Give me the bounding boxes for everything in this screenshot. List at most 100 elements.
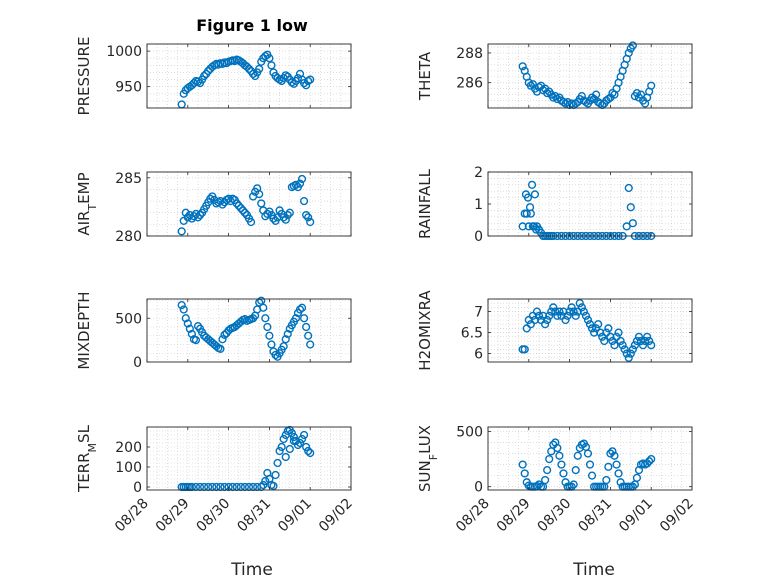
data-point (598, 332, 607, 341)
data-point (187, 81, 196, 90)
data-point (234, 201, 243, 210)
data-point (281, 335, 290, 344)
y-tick-label: 0 (133, 480, 142, 496)
plot-area (147, 44, 351, 108)
x-tick-label: 08/28 (112, 496, 152, 536)
data-point (557, 460, 566, 469)
data-point (261, 314, 270, 323)
data-point (257, 199, 266, 208)
y-tick-label: 1000 (106, 44, 142, 60)
data-point (628, 219, 637, 228)
data-point (543, 89, 552, 98)
data-point (185, 324, 194, 333)
data-point (261, 476, 270, 486)
x-axis-label-left: Time (230, 560, 273, 580)
data-point (616, 336, 625, 346)
panel-7: 0 100 200 08/28 08/29 08/30 08/31 09/01 09/02 TER… (75, 424, 356, 535)
data-point (602, 328, 611, 337)
data-point (614, 328, 623, 337)
panel-1: 950 1000 PRESSURE (75, 37, 352, 115)
data-point (547, 307, 556, 316)
data-point (306, 448, 315, 458)
y-tick-label: 286 (456, 76, 483, 92)
data-point (283, 210, 292, 220)
data-point (295, 305, 305, 314)
data-point (624, 183, 633, 193)
data-point (604, 94, 613, 104)
data-point (628, 345, 637, 354)
data-point (526, 320, 535, 329)
data-point (187, 329, 196, 339)
data-point (193, 77, 203, 86)
data-point (643, 459, 652, 468)
data-point (616, 478, 625, 487)
data-point (647, 454, 656, 464)
data-point (624, 48, 633, 58)
data-point (647, 341, 656, 350)
data-point (524, 222, 533, 231)
data-point (246, 217, 256, 227)
data-point (541, 475, 550, 485)
data-point (543, 315, 552, 325)
data-point (206, 194, 215, 203)
panel-3: 280 285 AIRTEMP (75, 171, 352, 245)
data-point (585, 460, 595, 469)
data-point (265, 54, 274, 63)
data-point (569, 480, 578, 489)
data-point (279, 213, 288, 222)
data-point (632, 473, 642, 482)
data-point (297, 174, 307, 184)
y-tick-label: 6.5 (461, 326, 483, 342)
data-point (281, 452, 290, 462)
data-point (585, 320, 595, 329)
y-tick-label: 950 (115, 80, 142, 96)
data-point (571, 466, 580, 475)
y-tick-label: 1 (474, 197, 483, 213)
data-point (541, 320, 550, 329)
data-point (592, 90, 601, 99)
y-axis-label: H2OMIXRA (416, 290, 434, 371)
data-point (177, 301, 186, 310)
panel-2: 286 288 THETA (416, 41, 693, 110)
x-tick-label: 08/31 (234, 496, 274, 536)
y-tick-label: 100 (115, 460, 142, 476)
data-point (587, 471, 597, 480)
data-point (224, 326, 233, 335)
data-point (269, 481, 278, 491)
x-tick-label: 08/29 (153, 496, 193, 536)
data-point (561, 478, 570, 487)
y-tick-label: 280 (115, 229, 142, 245)
x-tick-label: 08/30 (535, 496, 575, 536)
data-point (306, 340, 315, 349)
data-point (269, 214, 278, 223)
data-point (520, 469, 529, 478)
data-point (520, 345, 529, 354)
x-tick-label: 08/28 (453, 496, 493, 536)
data-point (630, 341, 639, 350)
data-point (608, 336, 617, 346)
data-point (236, 203, 245, 213)
y-tick-label: 0 (133, 355, 142, 371)
data-point (606, 449, 615, 458)
data-point (587, 324, 597, 333)
data-point (179, 305, 188, 314)
data-point (530, 190, 540, 199)
data-point (608, 447, 617, 456)
y-tick-label: 288 (456, 46, 483, 62)
data-point (287, 78, 296, 87)
data-point (545, 454, 554, 464)
data-point (553, 311, 562, 320)
data-point (291, 314, 301, 323)
axes-box (146, 298, 352, 363)
data-point (526, 209, 535, 218)
panel-8: 0 500 08/28 08/29 08/30 08/31 09/01 09/02 SUNFLU… (416, 424, 697, 535)
data-point (297, 434, 307, 444)
data-point (265, 331, 274, 340)
data-point (302, 442, 311, 452)
data-point (628, 41, 637, 50)
x-tick-label: 08/29 (494, 496, 534, 536)
data-point (291, 180, 301, 189)
data-point (191, 336, 201, 345)
data-point (612, 460, 621, 469)
